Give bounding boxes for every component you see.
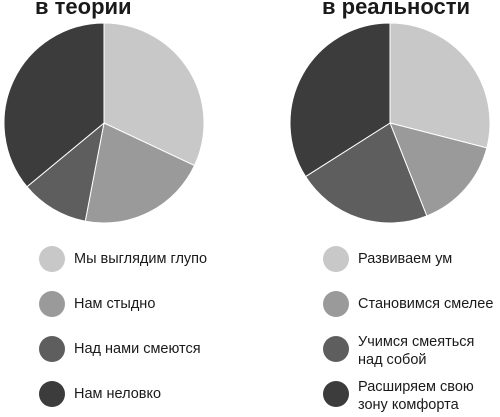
- pie-slice: [84, 122, 196, 224]
- chart-title: в реальности: [322, 0, 471, 19]
- legend-item: Расширяем свою зону комфорта: [323, 378, 500, 414]
- chart-title: в теории: [35, 0, 132, 19]
- pie-slice: [289, 22, 391, 178]
- legend-item: Развиваем ум: [323, 243, 500, 279]
- legend-item: Учимся смеяться над собой: [323, 333, 500, 369]
- pie-slice: [26, 121, 105, 222]
- legend-label: Учимся смеяться над собой: [358, 334, 475, 368]
- legend-label: Развиваем ум: [358, 251, 453, 267]
- legend-item: Нам стыдно: [39, 288, 259, 324]
- legend-swatch: [323, 381, 349, 407]
- legend-item: Мы выглядим глупо: [39, 243, 259, 279]
- pie-chart: [3, 22, 205, 224]
- pie-slice: [3, 22, 105, 188]
- legend-label: Становимся смелее: [358, 296, 494, 312]
- pie-slice: [304, 122, 428, 224]
- legend-label: Расширяем свою зону комфорта: [358, 379, 474, 413]
- legend-swatch: [39, 246, 65, 272]
- pie-slice: [389, 122, 488, 217]
- legend-swatch: [39, 291, 65, 317]
- legend-item: Нам неловко: [39, 378, 259, 414]
- pie-slice: [103, 22, 205, 167]
- legend-label: Нам стыдно: [74, 296, 156, 312]
- legend-label: Над нами смеются: [74, 341, 201, 357]
- legend-swatch: [39, 336, 65, 362]
- legend-swatch: [323, 336, 349, 362]
- pie-chart: [289, 22, 491, 224]
- legend-swatch: [323, 291, 349, 317]
- legend-swatch: [323, 246, 349, 272]
- legend-label: Нам неловко: [74, 386, 162, 402]
- pie-slice: [389, 22, 491, 149]
- legend-item: Становимся смелее: [323, 288, 500, 324]
- legend-label: Мы выглядим глупо: [74, 251, 208, 267]
- legend-item: Над нами смеются: [39, 333, 259, 369]
- legend-swatch: [39, 381, 65, 407]
